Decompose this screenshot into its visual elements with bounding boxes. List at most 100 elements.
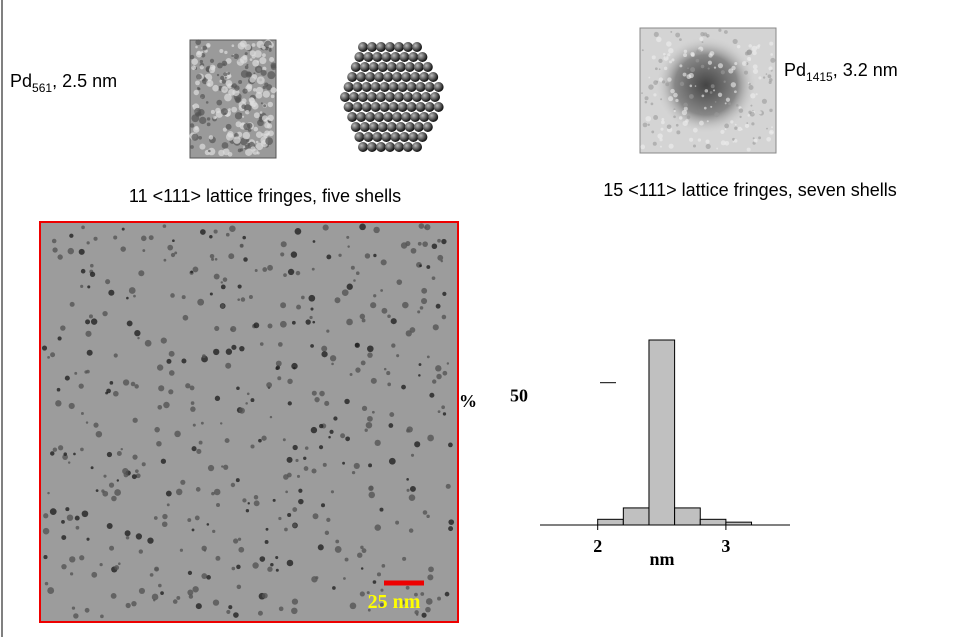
speck [261,102,263,104]
hrtem-image [189,39,276,158]
speck [243,132,250,139]
speck [220,76,224,80]
particle [428,566,434,572]
speck [676,124,679,127]
particle [136,533,142,539]
particle [47,492,49,494]
particle [220,422,222,424]
particle [315,576,318,579]
atom [369,62,379,72]
particle [305,319,310,324]
speck [641,92,643,94]
particle [107,523,113,529]
speck [256,143,263,150]
particle [193,267,199,273]
speck [696,49,701,54]
speck [671,58,674,61]
particle [296,271,301,276]
particle [53,447,57,451]
panel-label: Pd1415, 3.2 nm [784,60,898,84]
particle [285,491,288,494]
speck [217,63,223,69]
caption: 15 <111> lattice fringes, seven shells [603,180,897,200]
particle [226,349,232,355]
particle [321,351,327,357]
speck [194,108,201,115]
atom [389,82,399,92]
atom [396,62,406,72]
atom [376,92,386,102]
x-axis-label: nm [649,549,674,569]
speck [750,105,752,107]
speck [263,104,266,107]
particle [335,546,342,553]
particle [448,443,453,448]
speck [243,123,250,130]
particle [223,277,228,282]
speck [237,59,244,66]
particle [226,233,230,237]
atom [416,82,426,92]
atom [401,112,411,122]
particle [114,353,118,357]
speck [645,116,651,122]
particle [411,454,414,457]
particle [212,530,215,533]
speck [667,77,671,81]
particle [117,479,119,481]
particle [196,603,202,609]
particle [360,546,363,549]
speck [731,82,736,87]
particle [370,302,376,308]
atom [396,122,406,132]
particle [111,496,117,502]
particle [409,528,413,532]
speck [720,130,724,134]
particle [276,361,282,367]
particle [145,340,152,347]
particle [91,466,94,469]
particle [110,381,114,385]
particle [42,345,47,350]
particle [247,392,250,395]
particle [211,492,215,496]
particle [268,323,273,328]
speck [195,80,200,85]
particle [142,249,145,252]
speck [751,46,757,52]
y-axis-label: % [459,391,477,411]
particle [161,337,167,343]
particle [411,248,417,254]
particle [173,599,178,604]
speck [264,83,268,87]
particle [169,351,175,357]
speck [701,65,704,68]
atom [434,82,444,92]
particle [126,603,131,608]
particle [275,556,278,559]
speck [238,42,245,49]
speck [252,103,259,110]
atom [423,122,433,132]
particle [79,555,84,560]
particle [325,531,329,535]
particle [308,295,315,302]
particle [55,400,61,406]
particle [90,272,95,277]
particle [350,603,357,610]
speck [665,82,669,86]
speck [645,96,649,100]
speck [769,42,773,46]
particle [162,514,167,519]
speck [702,41,704,43]
speck [752,51,757,56]
particle [276,569,279,572]
particle [183,315,189,321]
speck [724,124,729,129]
particle [258,611,263,616]
speck [654,32,659,37]
speck [264,122,270,128]
particle [188,571,192,575]
particle [260,556,266,562]
speck [271,95,275,99]
